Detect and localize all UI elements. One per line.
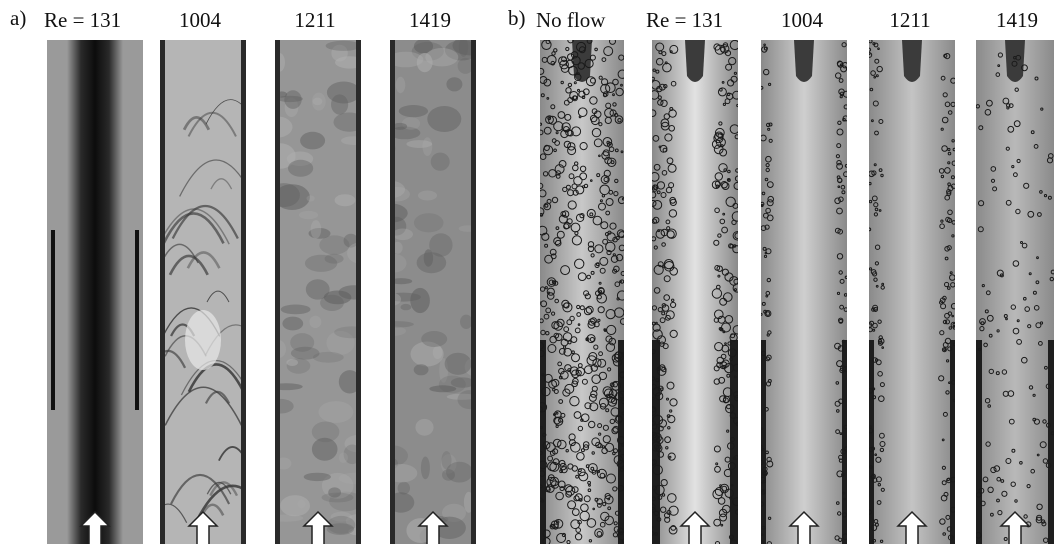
photo-strip-a-re1419: [390, 40, 476, 544]
panel-a-col-1-label: Re = 131: [44, 8, 122, 32]
up-arrow-icon: [79, 510, 111, 544]
up-arrow-icon: [187, 510, 219, 544]
up-arrow-icon: [788, 510, 820, 544]
up-arrow-icon: [302, 510, 334, 544]
panel-b-col-3-label: 1004: [781, 8, 823, 32]
photo-strip-b-re131: [652, 40, 738, 544]
photo-strip-a-re131: [47, 40, 143, 544]
up-arrow-icon: [896, 510, 928, 544]
panel-b-col-5-label: 1419: [996, 8, 1038, 32]
panel-b-label: b): [508, 6, 526, 30]
photo-strip-a-re1211: [275, 40, 361, 544]
panel-b-col-1-label: No flow: [536, 8, 606, 32]
panel-a-col-3-label: 1211: [294, 8, 336, 32]
panel-a-col-2-label: 1004: [179, 8, 221, 32]
panel-a-label: a): [10, 6, 27, 30]
up-arrow-icon: [999, 510, 1031, 544]
panel-b-col-2-label: Re = 131: [646, 8, 724, 32]
up-arrow-icon: [417, 510, 449, 544]
up-arrow-icon: [679, 510, 711, 544]
photo-strip-a-re1004: [160, 40, 246, 544]
photo-strip-b-re1211: [869, 40, 955, 544]
panel-a-col-4-label: 1419: [409, 8, 451, 32]
photo-strip-b-re1419: [976, 40, 1054, 544]
panel-b-col-4-label: 1211: [889, 8, 931, 32]
photo-strip-b-noflow: [540, 40, 624, 544]
photo-strip-b-re1004: [761, 40, 847, 544]
